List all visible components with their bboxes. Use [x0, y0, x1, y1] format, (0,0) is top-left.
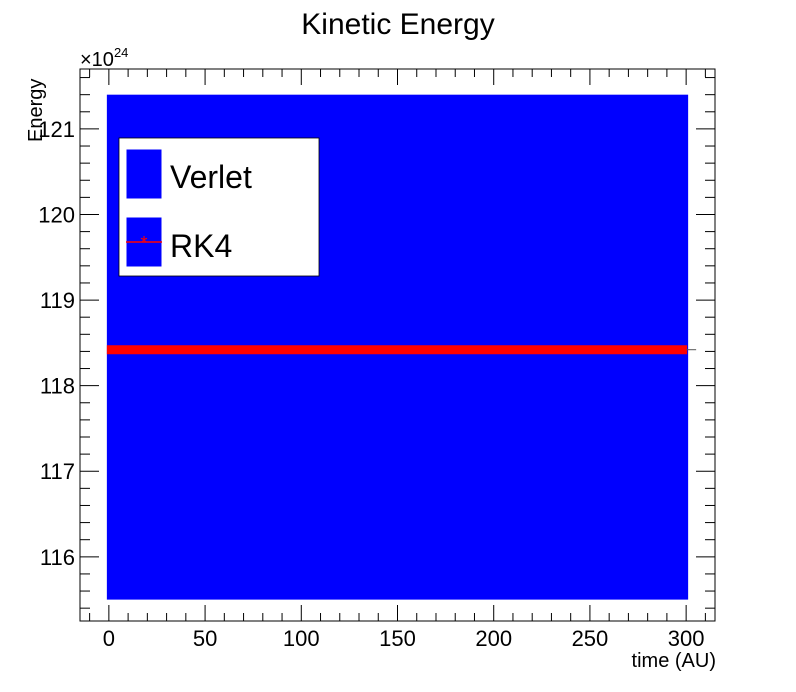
- y-axis-label: Energy: [25, 79, 47, 142]
- y-tick-label: 119: [40, 288, 75, 313]
- legend-rk4-label: RK4: [170, 228, 232, 264]
- y-tick-label: 117: [40, 459, 75, 484]
- y-exponent: 24: [114, 45, 128, 60]
- x-tick-label: 200: [475, 626, 512, 651]
- y-tick-label: 118: [40, 374, 75, 399]
- x-tick-label: 150: [379, 626, 416, 651]
- chart-title: Kinetic Energy: [301, 8, 494, 41]
- x-axis-ticks: 0 50 100 150 200 250 300: [89, 69, 706, 651]
- y-tick-label: 120: [38, 202, 75, 227]
- legend: Verlet * RK4: [118, 137, 320, 277]
- x-tick-label: 300: [668, 626, 705, 651]
- legend-verlet-swatch: [125, 148, 163, 200]
- x-tick-label: 50: [193, 626, 217, 651]
- x-tick-label: 0: [103, 626, 115, 651]
- x-axis-label: time (AU): [632, 650, 716, 672]
- legend-verlet-label: Verlet: [170, 159, 252, 195]
- y-multiplier: ×10: [80, 49, 114, 71]
- x-tick-label: 100: [283, 626, 320, 651]
- y-tick-label: 116: [40, 545, 75, 570]
- x-tick-label: 250: [572, 626, 609, 651]
- legend-rk4-marker: *: [140, 233, 147, 253]
- y-axis-ticks: 116 117 118 119 120 121: [38, 77, 715, 609]
- y-tick-label: 121: [38, 117, 75, 142]
- y-axis-exponent: ×1024: [80, 45, 128, 71]
